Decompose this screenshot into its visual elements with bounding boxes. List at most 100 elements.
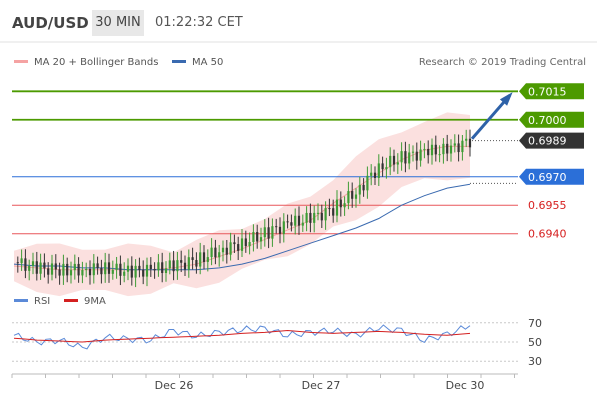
rsi-ma-line	[13, 329, 471, 343]
candle-body	[100, 268, 103, 275]
candle-body	[206, 257, 209, 262]
candle-body	[263, 227, 266, 238]
candle-body	[237, 244, 240, 251]
candle-body	[248, 242, 251, 247]
candle-body	[351, 191, 354, 199]
x-tick-label: Dec 27	[302, 379, 341, 392]
candle-body	[446, 143, 449, 154]
candle-body	[115, 263, 118, 270]
candle-body	[195, 260, 198, 267]
candle-body	[434, 144, 437, 155]
candle-body	[305, 212, 308, 223]
level-tag-label: 0.7000	[528, 114, 567, 127]
candle-body	[183, 262, 187, 270]
rsi-ma-legend-swatch	[64, 299, 78, 302]
candle-body	[427, 148, 430, 156]
candle-body	[142, 269, 145, 277]
level-tag-bg	[519, 111, 584, 128]
candle-body	[354, 194, 358, 199]
candle-body	[96, 263, 99, 269]
candle-body	[221, 247, 225, 253]
rsi-tick-label: 70	[528, 317, 542, 330]
candle-body	[66, 263, 69, 276]
symbol-title: AUD/USD	[12, 14, 89, 32]
candle-body	[153, 268, 156, 271]
level-tag-bg	[519, 83, 584, 100]
level-tag-label: 0.6989	[528, 135, 567, 148]
timeframe-badge[interactable]: 30 MIN	[92, 10, 144, 36]
candle-body	[81, 270, 84, 276]
candle-body	[275, 226, 278, 228]
ma50-legend-label: MA 50	[192, 57, 223, 68]
candle-body	[244, 238, 247, 247]
candle-body	[267, 227, 270, 239]
x-tick-label: Dec 30	[446, 379, 485, 392]
candle-body	[419, 149, 422, 161]
candle-body	[88, 268, 92, 276]
candle-body	[347, 191, 350, 204]
candle-body	[85, 268, 88, 271]
candle-body	[210, 247, 213, 258]
candle-body	[202, 252, 206, 262]
candle-body	[191, 257, 194, 261]
candle-body	[423, 148, 426, 150]
candle-body	[400, 151, 403, 163]
candle-body	[123, 271, 126, 276]
candle-body	[35, 261, 38, 274]
candle-body	[187, 257, 190, 270]
candle-body	[24, 258, 27, 271]
candle-body	[404, 151, 407, 164]
candle-body	[145, 264, 149, 277]
candles	[16, 129, 472, 288]
candle-body	[301, 222, 304, 226]
candle-body	[50, 263, 54, 275]
candle-body	[252, 232, 255, 243]
candle-body	[343, 203, 346, 208]
candle-body	[161, 262, 164, 274]
ma50-legend-swatch	[172, 60, 186, 63]
x-axis: Dec 26 Dec 27 Dec 30	[11, 374, 515, 392]
candle-body	[130, 265, 133, 278]
candle-body	[240, 238, 244, 251]
timestamp: 01:22:32 CET	[155, 15, 243, 30]
candle-body	[358, 184, 361, 195]
rsi-ma-legend-label: 9MA	[84, 296, 106, 307]
candle-body	[408, 152, 411, 164]
candle-body	[43, 262, 46, 269]
candle-body	[362, 184, 365, 191]
copyright: Research © 2019 Trading Central	[419, 57, 586, 68]
candle-body	[438, 154, 441, 156]
candle-body	[468, 138, 472, 148]
candle-body	[47, 268, 50, 275]
bollinger-legend-swatch	[14, 60, 28, 63]
candle-body	[335, 199, 339, 216]
candle-body	[164, 268, 168, 274]
candle-body	[328, 208, 331, 210]
candle-body	[465, 138, 468, 141]
rsi-line	[13, 324, 471, 350]
candle-body	[278, 226, 282, 234]
candle-body	[316, 212, 320, 214]
candle-body	[282, 221, 285, 234]
candle-body	[168, 260, 171, 269]
candle-body	[229, 242, 232, 255]
candle-body	[442, 143, 445, 155]
candle-body	[214, 247, 217, 258]
candle-body	[149, 264, 152, 269]
candle-body	[430, 144, 434, 156]
candle-body	[20, 258, 23, 264]
x-tick-label: Dec 26	[155, 379, 194, 392]
candle-body	[320, 212, 323, 221]
candle-body	[271, 226, 274, 239]
level-tag-bg	[519, 168, 584, 185]
candle-body	[233, 242, 236, 245]
candle-body	[69, 270, 73, 276]
candle-body	[415, 151, 418, 161]
candle-body	[381, 163, 384, 170]
candle-body	[461, 140, 464, 153]
candle-body	[411, 151, 415, 153]
candle-body	[73, 263, 76, 271]
level-tag-label: 0.6970	[528, 171, 567, 184]
candle-body	[218, 252, 221, 258]
level-tag-bg	[519, 132, 584, 149]
